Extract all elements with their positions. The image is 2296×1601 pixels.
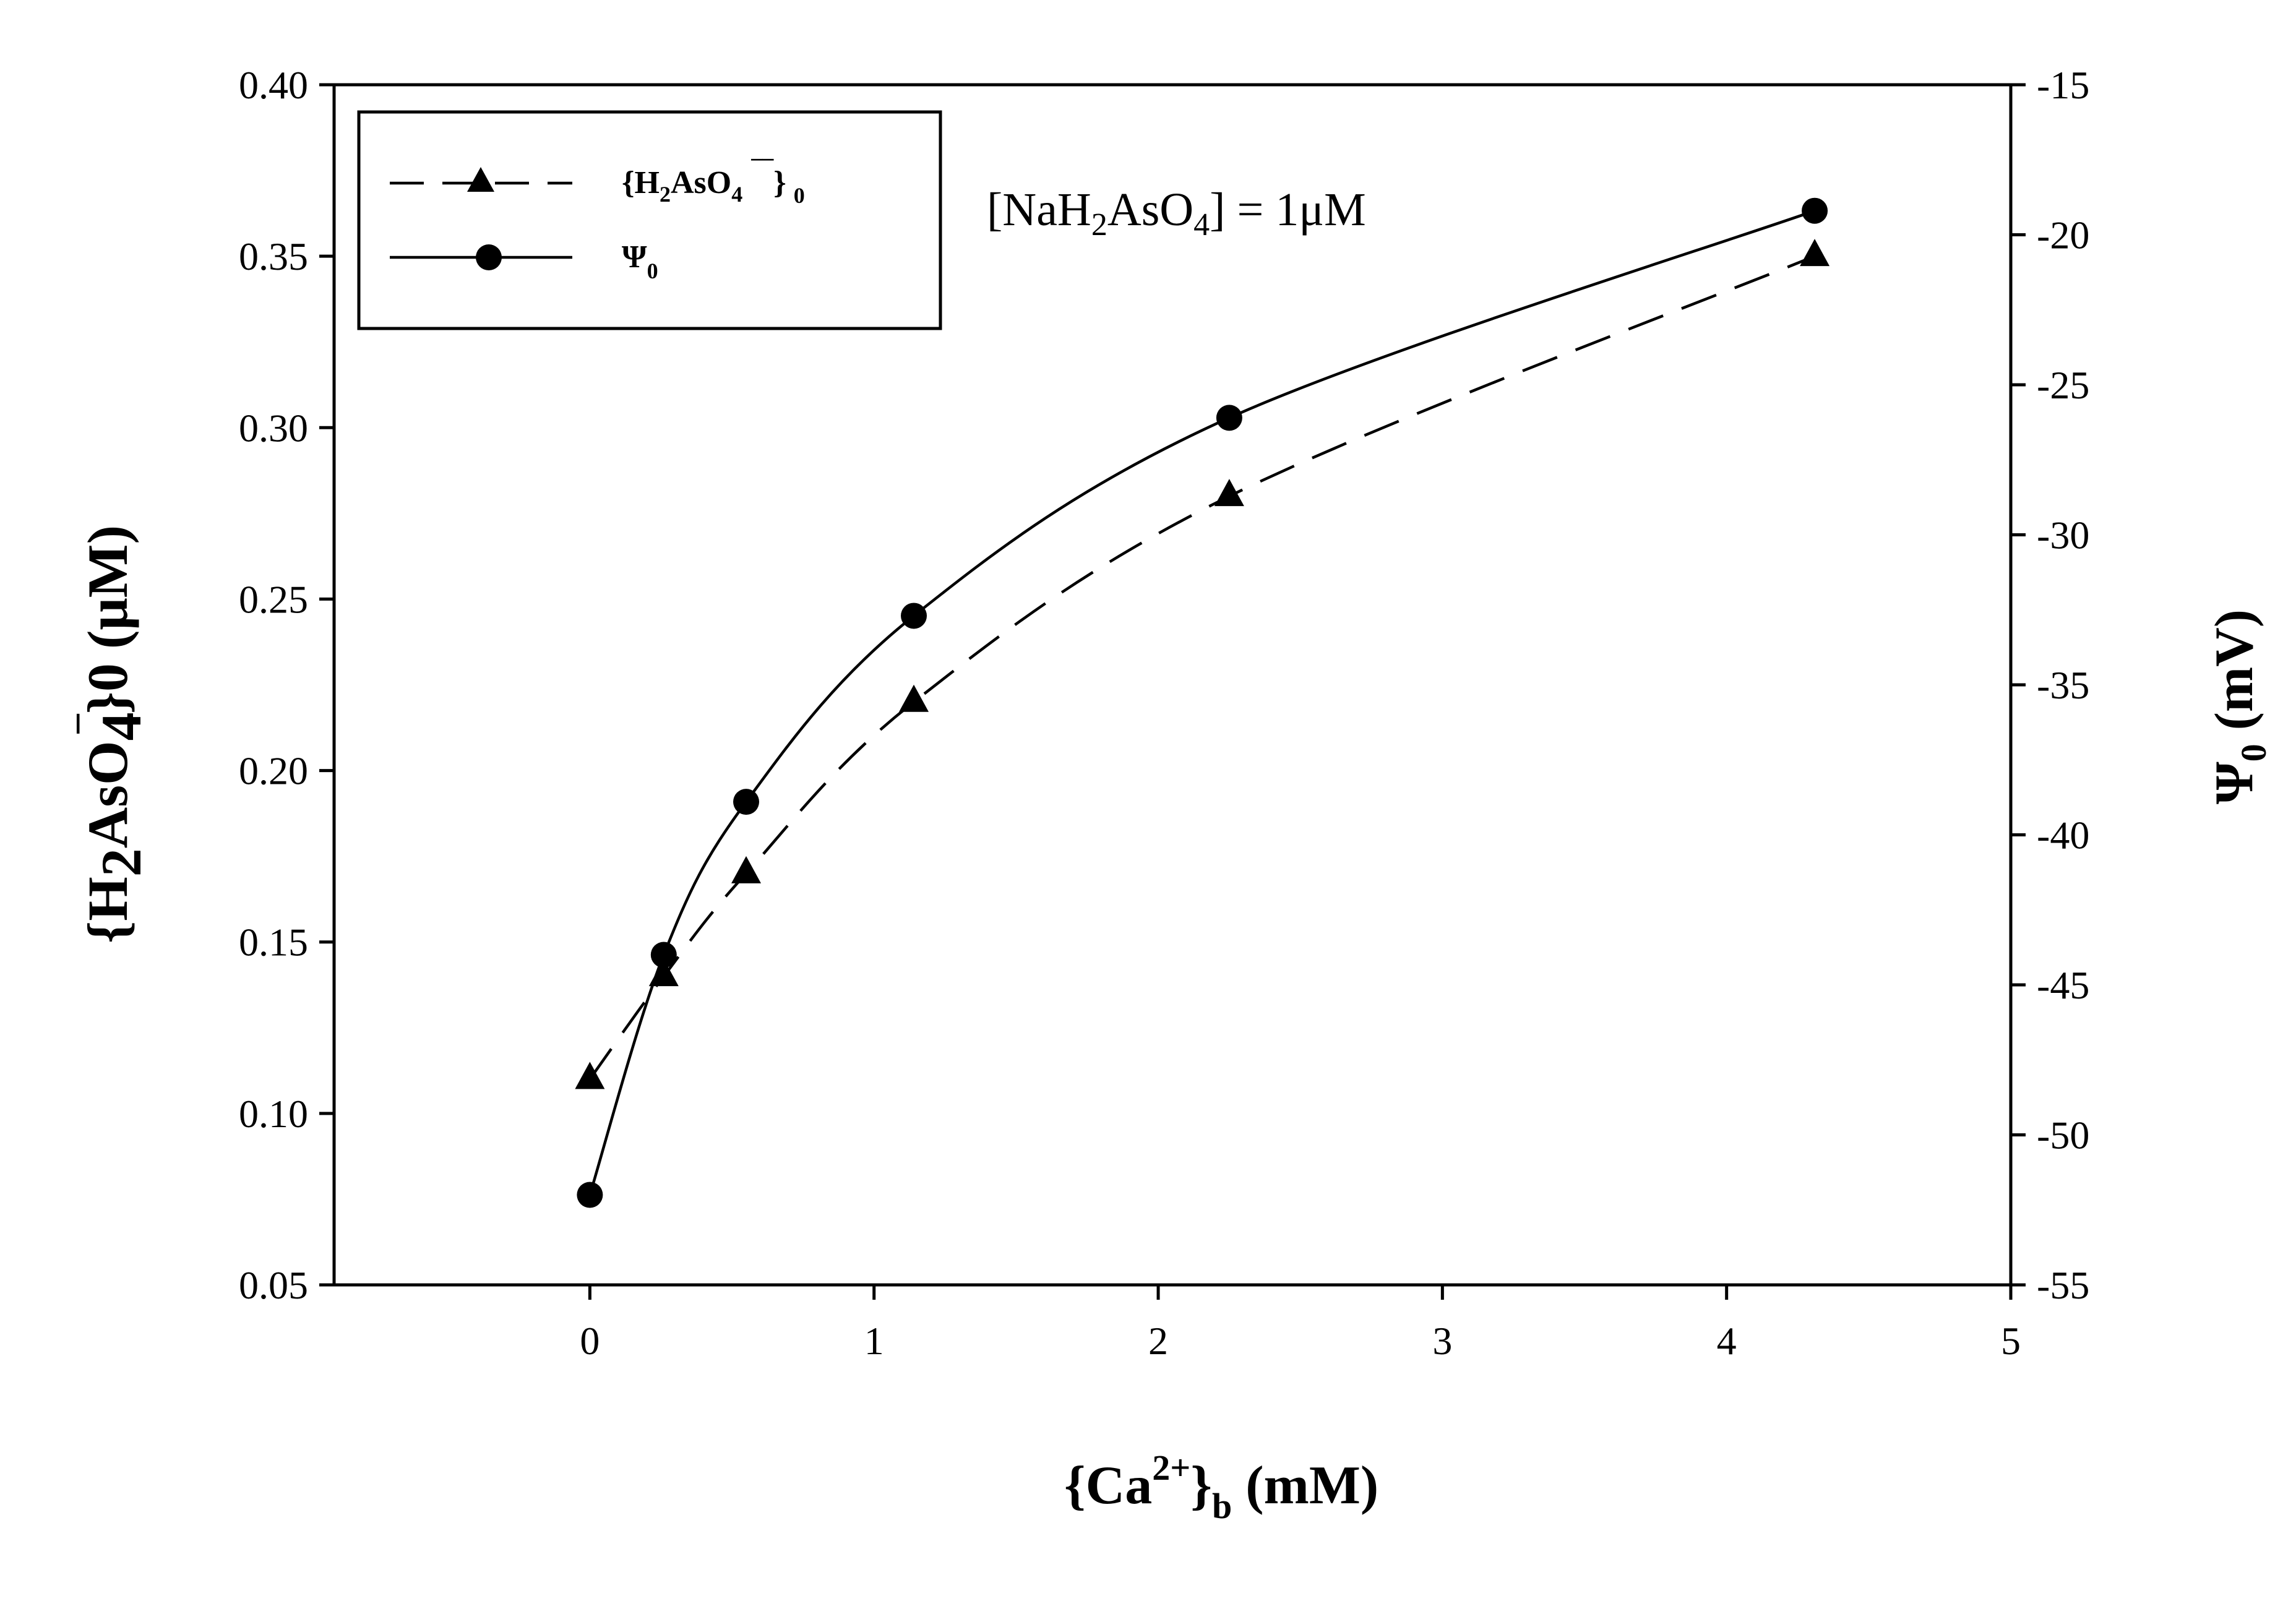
series-layer — [575, 197, 1830, 1208]
y-right-tick-label: -25 — [2037, 363, 2089, 407]
legend-label-series-1: {H2AsO4¯¯} 0 — [622, 156, 805, 208]
y-left-tick-label: 0.15 — [239, 921, 308, 964]
y-left-tick-label: 0.30 — [239, 406, 308, 450]
data-point-triangle — [648, 959, 679, 987]
legend-marker-circle — [476, 244, 502, 270]
y-left-tick-label: 0.35 — [239, 234, 308, 278]
data-point-triangle — [1800, 239, 1830, 267]
y-left-tick-label: 0.40 — [239, 63, 308, 107]
y-right-tick-label: -15 — [2037, 63, 2089, 107]
data-point-triangle — [1214, 479, 1244, 507]
y-right-tick-label: -50 — [2037, 1114, 2089, 1157]
y-axis-right: -55 -50 -45 -40 -35 -30 -25 -20 -15 — [2011, 63, 2089, 1307]
data-point-triangle — [575, 1062, 605, 1089]
y-right-tick-label: -45 — [2037, 963, 2089, 1007]
x-tick-label: 2 — [1148, 1319, 1168, 1363]
data-point-circle — [650, 942, 677, 968]
x-axis-title: {Ca2+}b (mM) — [1064, 1448, 1378, 1526]
x-tick-label: 0 — [580, 1319, 600, 1363]
x-tick-label: 1 — [864, 1319, 884, 1363]
x-tick-label: 5 — [2001, 1319, 2021, 1363]
series-line — [588, 209, 1815, 1196]
legend-marker-triangle — [467, 167, 494, 192]
y-right-tick-label: -35 — [2037, 663, 2089, 707]
y-left-tick-label: 0.05 — [239, 1263, 308, 1307]
data-point-circle — [901, 603, 927, 629]
y-right-tick-label: -20 — [2037, 213, 2089, 257]
y-axis-right-title: Ψ0 (mV) — [2204, 609, 2274, 804]
data-point-triangle — [731, 856, 762, 883]
legend-box — [357, 110, 942, 330]
y-right-tick-label: -40 — [2037, 813, 2089, 857]
x-tick-label: 3 — [1432, 1319, 1452, 1363]
data-point-triangle — [899, 684, 929, 712]
y-right-tick-label: -55 — [2037, 1263, 2089, 1307]
series-line — [588, 255, 1815, 1080]
y-axis-left-title: {H2AsO4¯}0 (μM) — [72, 525, 153, 943]
data-point-circle — [733, 789, 760, 815]
y-left-tick-label: 0.10 — [239, 1092, 308, 1136]
y-left-tick-label: 0.25 — [239, 577, 308, 621]
legend-label-series-2: Ψ0 — [622, 239, 658, 283]
data-point-circle — [577, 1182, 603, 1208]
y-left-tick-label: 0.20 — [239, 749, 308, 793]
data-point-circle — [1802, 197, 1828, 224]
series-1 — [575, 239, 1830, 1089]
data-point-circle — [1216, 405, 1242, 431]
y-axis-left: 0.05 0.10 0.15 0.20 0.25 0.30 0.35 0.40 — [239, 63, 334, 1307]
concentration-annotation: [NaH2AsO4] = 1μM — [987, 184, 1366, 243]
y-right-tick-label: -30 — [2037, 513, 2089, 557]
series-2 — [577, 197, 1828, 1208]
x-axis: 0 1 2 3 4 5 — [580, 1285, 2021, 1363]
x-tick-label: 4 — [1717, 1319, 1737, 1363]
legend: {H2AsO4¯¯} 0 Ψ0 — [357, 110, 942, 330]
